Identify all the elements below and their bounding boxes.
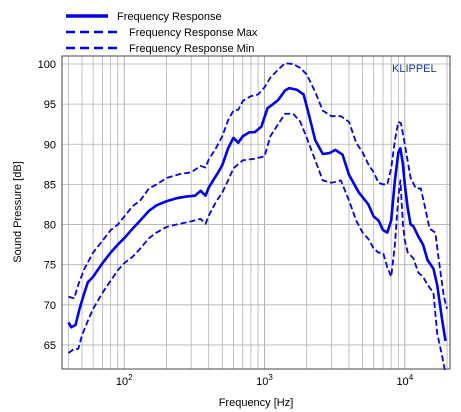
series-min-line (67, 112, 447, 374)
brand-label: KLIPPEL (392, 63, 437, 75)
plot-frame (61, 55, 451, 370)
y-axis-label: Sound Pressure [dB] (12, 161, 24, 263)
x-tick-label: 104 (396, 373, 413, 388)
legend: Frequency Response Frequency Response Ma… (66, 11, 258, 55)
legend-item-response: Frequency Response (66, 11, 222, 23)
y-tick-label: 65 (44, 340, 56, 352)
grid (62, 56, 450, 369)
legend-label-response: Frequency Response (117, 11, 222, 23)
plot-area (67, 62, 448, 374)
y-tick-label: 100 (38, 59, 56, 71)
x-tick-label: 102 (116, 373, 133, 388)
y-tick-label: 70 (44, 300, 56, 312)
series-max-line (68, 62, 448, 310)
y-tick-label: 75 (44, 260, 56, 272)
x-axis-ticks: 102 103 104 (116, 373, 414, 388)
x-axis-label: Frequency [Hz] (219, 397, 294, 409)
legend-item-min: Frequency Response Min (66, 43, 254, 55)
legend-item-max: Frequency Response Max (66, 27, 258, 39)
y-axis-ticks: 65 70 75 80 85 90 95 100 (38, 59, 56, 352)
y-tick-label: 90 (44, 139, 56, 151)
x-tick-label: 103 (256, 373, 273, 388)
legend-label-min: Frequency Response Min (129, 43, 254, 55)
legend-label-max: Frequency Response Max (129, 27, 258, 39)
series-response-line (67, 86, 447, 342)
y-tick-label: 85 (44, 179, 56, 191)
y-tick-label: 80 (44, 220, 56, 232)
y-tick-label: 95 (44, 99, 56, 111)
